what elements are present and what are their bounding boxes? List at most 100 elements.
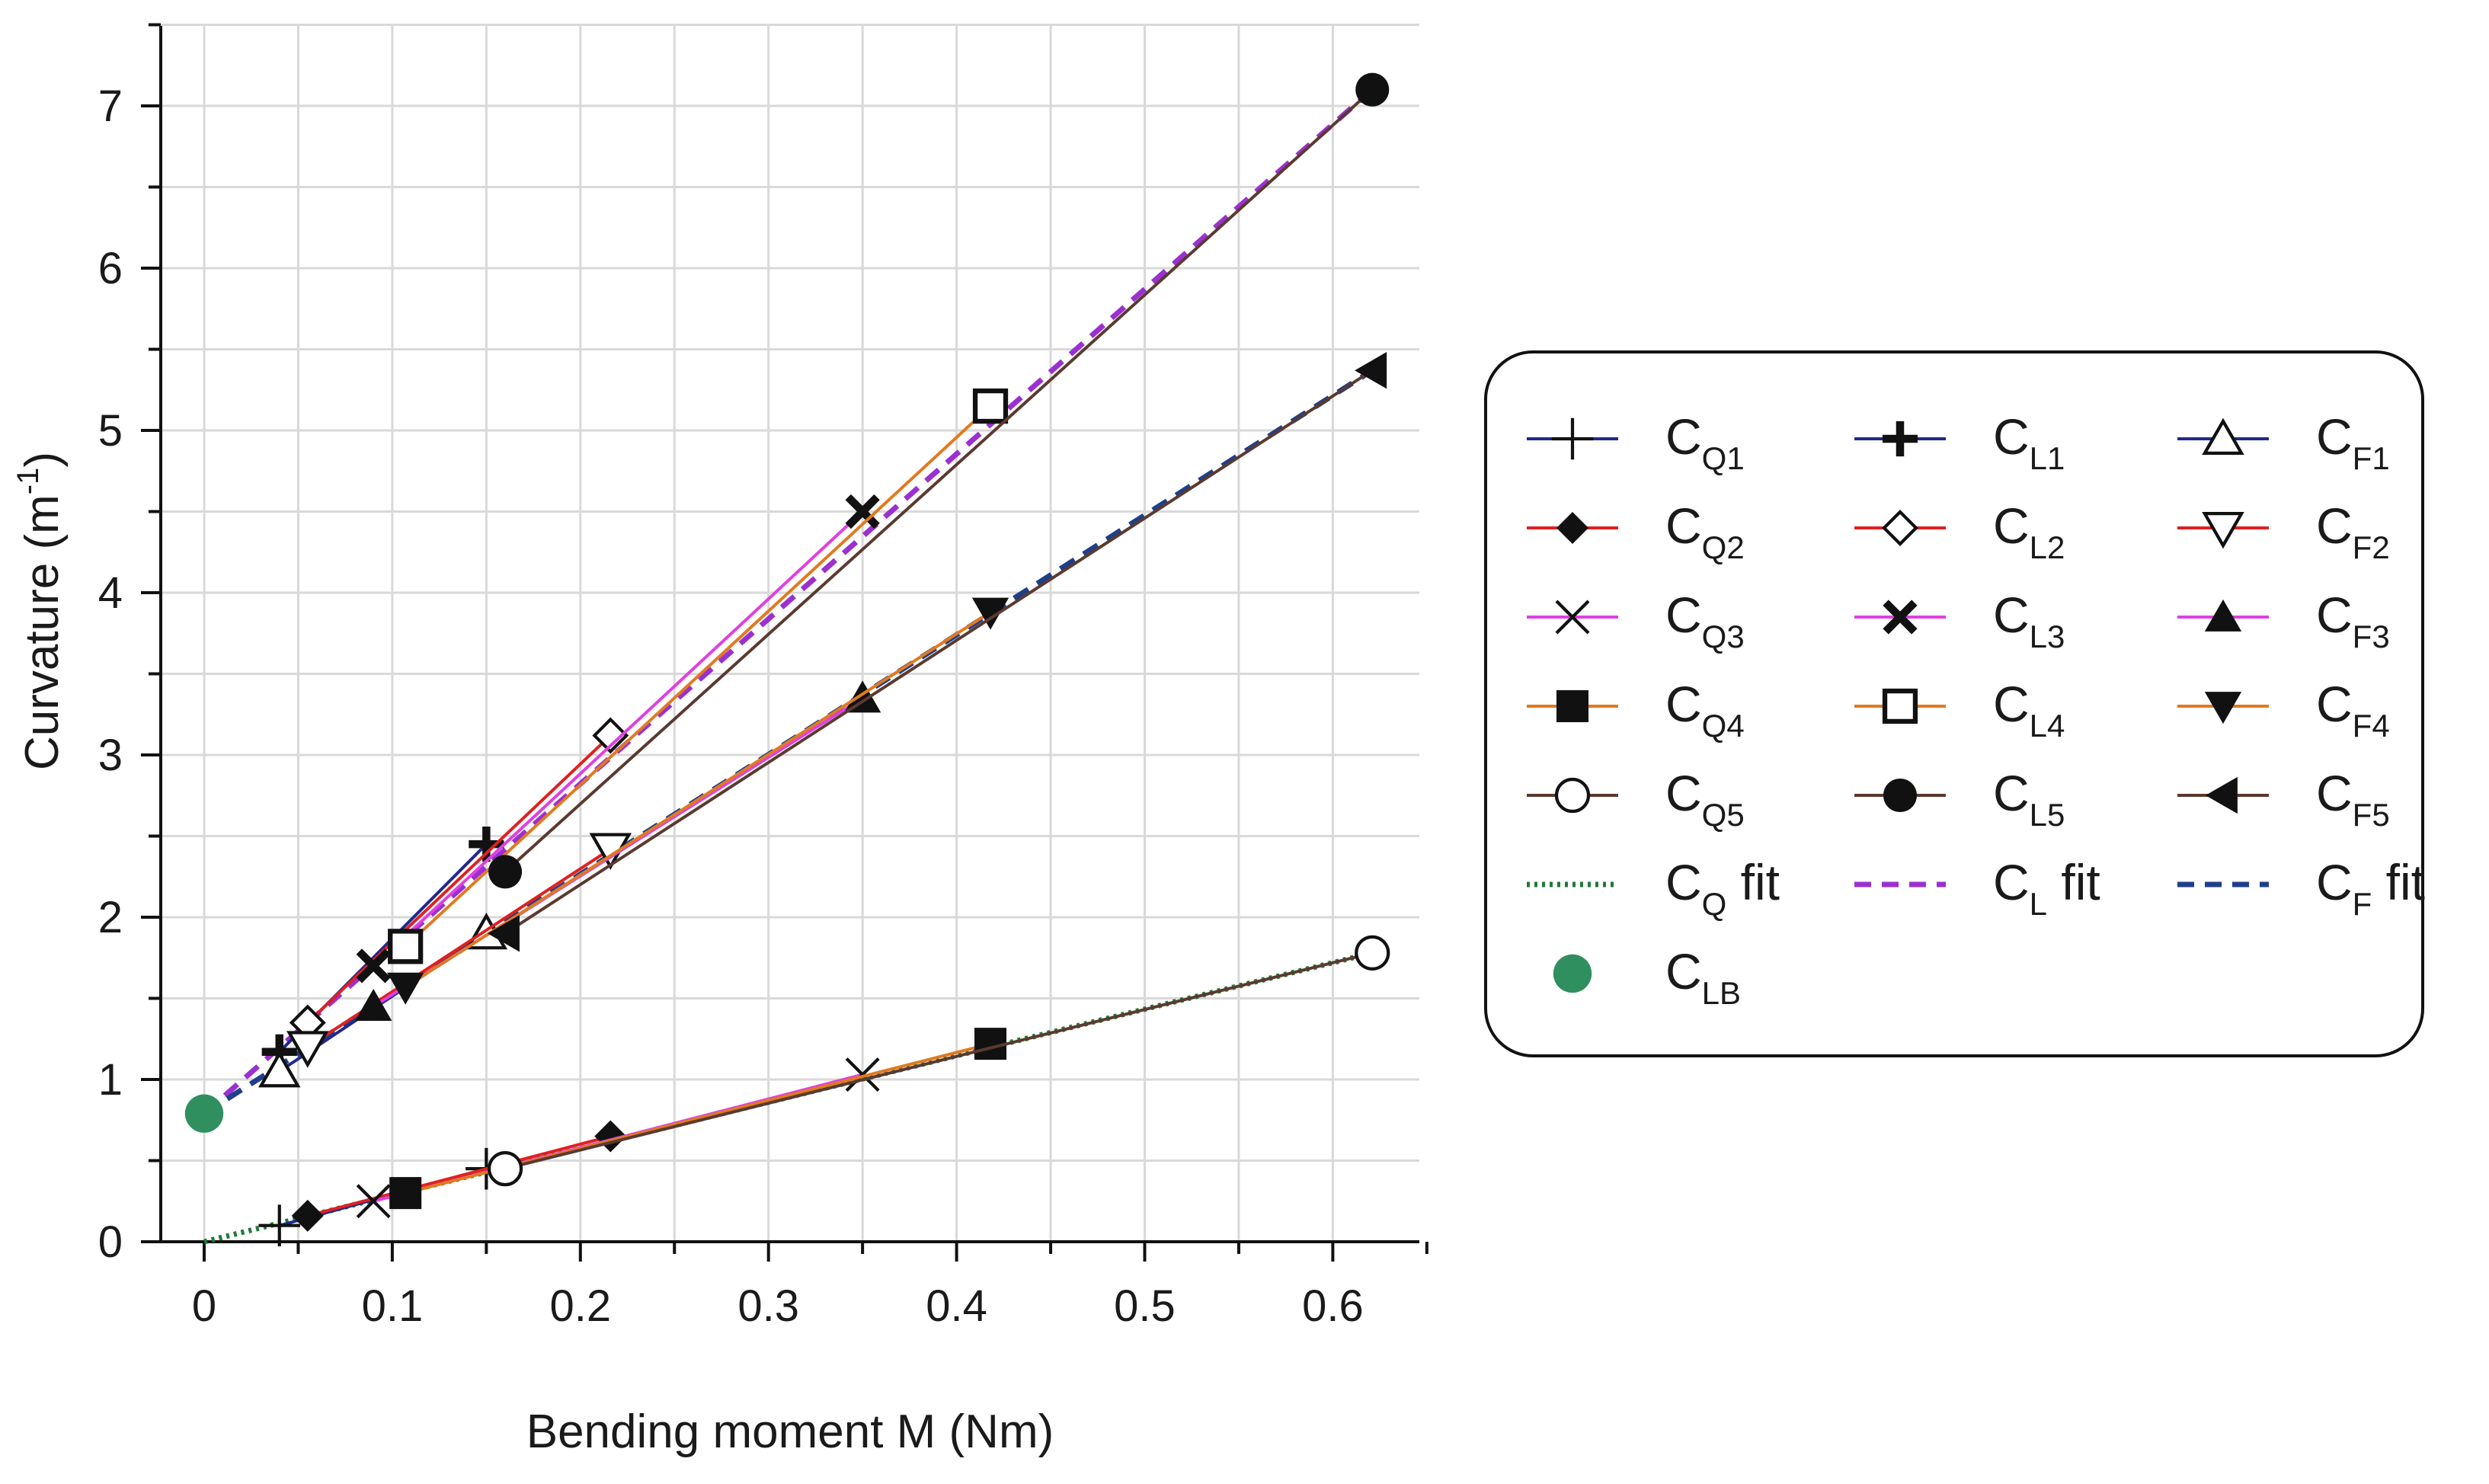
tick-labels: 0 0.1 0.2 0.3 0.4 0.5 0.6 0 1 2 3 4 5 6 7 [98,82,1364,1331]
series-CF5 [487,352,1387,952]
series-CF4 [387,597,1009,1005]
legend-marker [2202,512,2244,549]
legend-entry-CF1: CF1 [2177,408,2390,476]
legend-label: CL1 [1993,408,2065,476]
legend-marker [1556,690,1588,722]
legend-entry-CF2: CF2 [2177,497,2390,565]
legend-marker [2204,599,2242,632]
legend-label: CL4 [1993,676,2065,744]
data-point-CF5 [487,915,520,952]
data-point-CQ5 [1355,935,1390,971]
legend-entry-CQ1: CQ1 [1527,408,1745,476]
legend-entry-CF4: CF4 [2177,676,2390,744]
series-line-CL2 [306,734,612,1024]
legend-label: CF2 [2316,497,2390,565]
legend-marker [2205,776,2238,814]
x-tick-label: 0.1 [362,1281,424,1331]
legend-box [1484,350,2424,1057]
y-tick-label: 7 [98,82,123,131]
series-CL4 [388,388,1009,964]
legend-entry-CL5: CL5 [1854,765,2065,833]
data-point-CL4 [388,929,424,964]
series-CL3 [356,494,880,983]
legend-marker [2202,417,2244,455]
legend-marker [1553,954,1592,993]
legend-entry-CF3: CF3 [2177,587,2390,654]
legend-marker [1883,600,1918,635]
x-tick-label: 0.2 [549,1281,611,1331]
x-axis-title: Bending moment M (Nm) [526,1406,1054,1458]
x-tick-label: 0.5 [1114,1281,1176,1331]
y-tick-label: 2 [98,893,123,942]
x-tick-label: 0.3 [737,1281,799,1331]
legend-label: CQ4 [1665,676,1745,744]
data-point-CL5 [1355,72,1390,107]
legend-entry-CQfit: CQ fit [1527,854,1780,922]
data-point-CF3 [844,680,881,713]
x-tick-label: 0.6 [1302,1281,1364,1331]
fit-lines [202,88,1374,1245]
data-point-CL2 [592,717,629,754]
series-CL5 [488,72,1390,889]
series-line-CL5 [504,88,1374,873]
legend-entry-CL3: CL3 [1854,587,2065,654]
series-line-CF5 [504,369,1374,935]
legend-label: CL5 [1993,765,2065,833]
y-tick-label: 5 [98,406,123,456]
legend-label: CF5 [2316,765,2390,833]
legend-entry-CFfit: CF fit [2177,854,2425,922]
legend-entry-CQ4: CQ4 [1527,676,1745,744]
legend-label: CF4 [2316,676,2390,744]
legend-entry-CQ3: CQ3 [1527,587,1745,654]
series-line-CQ5 [504,951,1373,1171]
data-point-CF5 [1355,352,1387,389]
legend-marker [1551,417,1594,460]
series-line-CQ2 [307,1134,611,1217]
data-point-CL3 [356,948,391,983]
legend-label: CQ2 [1665,497,1745,565]
series-line-CF2 [306,847,612,1049]
y-axis-title: Curvature (m-1) [11,452,69,770]
series-CLB [184,1094,224,1133]
legend-label: CF1 [2316,408,2390,476]
data-point-CQ4 [389,1177,422,1210]
data-point-CL3 [845,494,880,529]
series-line-CF4 [405,610,992,989]
data-point-CQ5 [487,1151,523,1187]
legend-label: CQ3 [1665,587,1745,654]
legend-entry-CQ2: CQ2 [1527,497,1745,565]
data-point-CL1 [469,827,504,862]
legend-label: CL fit [1993,854,2100,922]
legend-label: CQ1 [1665,408,1745,476]
data-point-CF3 [355,989,392,1022]
data-point-CL4 [972,388,1009,424]
x-tick-label: 0 [192,1281,216,1331]
y-tick-label: 3 [98,731,123,780]
legend-label: CL2 [1993,497,2065,565]
legend-label: CQ5 [1665,765,1745,833]
y-tick-label: 0 [98,1217,123,1267]
data-series [184,72,1390,1246]
legend-marker [1556,512,1588,544]
legend-marker [2204,692,2242,724]
legend-label: CF3 [2316,587,2390,654]
y-tick-label: 4 [98,568,123,618]
legend-label: CLB [1665,943,1741,1011]
legend-entry-CL2: CL2 [1854,497,2065,565]
legend-entry-CLB: CLB [1553,943,1741,1011]
legend-marker [1882,510,1918,546]
series-line-CL3 [372,510,864,967]
data-point-CF1 [258,1051,301,1088]
axes [141,23,1428,1262]
legend-marker [1882,688,1918,724]
data-point-CL5 [488,855,523,889]
legend-entry-CF5: CF5 [2177,765,2390,833]
x-tick-label: 0.4 [926,1281,987,1331]
data-point-CF2 [286,1031,329,1068]
data-point-CLB [184,1094,224,1133]
data-point-CQ3 [356,1184,391,1219]
legend-entry-CLfit: CL fit [1854,854,2100,922]
series-CQ4 [389,1028,1007,1210]
data-point-CQ1 [258,1204,301,1246]
